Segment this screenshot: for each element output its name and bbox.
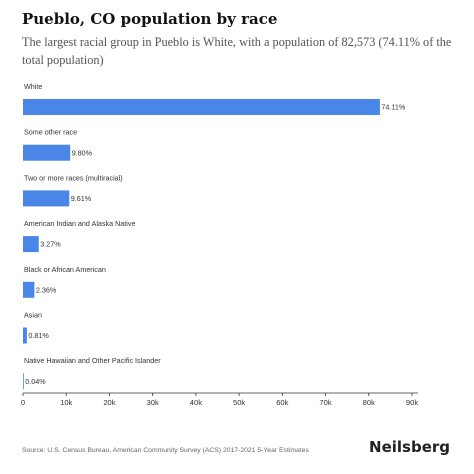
x-tick-label: 0: [21, 398, 25, 407]
category-label: Native Hawaiian and Other Pacific Island…: [24, 356, 161, 365]
bar: [23, 373, 24, 390]
bar: [23, 281, 35, 298]
brand-logo: Neilsberg: [369, 438, 450, 456]
source-note: Source: U.S. Census Bureau, American Com…: [22, 447, 309, 454]
chart-title: Pueblo, CO population by race: [22, 10, 278, 28]
bar-value-label: 3.27%: [40, 240, 61, 249]
x-tick-label: 40k: [190, 398, 202, 407]
x-tick-label: 50k: [233, 398, 245, 407]
bar: [23, 99, 380, 115]
category-label: American Indian and Alaska Native: [24, 219, 135, 228]
bar: [23, 144, 71, 161]
bar: [23, 327, 27, 344]
category-label: Some other race: [24, 128, 77, 137]
x-tick-label: 30k: [147, 398, 159, 407]
x-tick-label: 20k: [103, 398, 115, 407]
bar-value-label: 0.81%: [28, 331, 49, 340]
bar: [23, 236, 39, 253]
x-tick-label: 60k: [276, 398, 288, 407]
category-label: White: [24, 82, 42, 91]
x-tick-label: 90k: [406, 398, 418, 407]
x-tick-label: 70k: [319, 398, 331, 407]
category-label: Two or more races (multiracial): [24, 173, 123, 182]
bar-value-label: 9.80%: [72, 148, 93, 157]
bar-value-label: 9.61%: [71, 194, 92, 203]
chart-subtitle: The largest racial group in Pueblo is Wh…: [22, 35, 452, 67]
bar-value-label: 0.04%: [25, 377, 46, 386]
bar-value-label: 2.36%: [36, 285, 57, 294]
bar: [23, 190, 70, 207]
category-label: Asian: [24, 311, 42, 320]
category-label: Black or African American: [24, 265, 106, 274]
x-tick-label: 80k: [363, 398, 375, 407]
x-tick-label: 10k: [60, 398, 72, 407]
bar-value-label: 74.11%: [381, 103, 405, 112]
